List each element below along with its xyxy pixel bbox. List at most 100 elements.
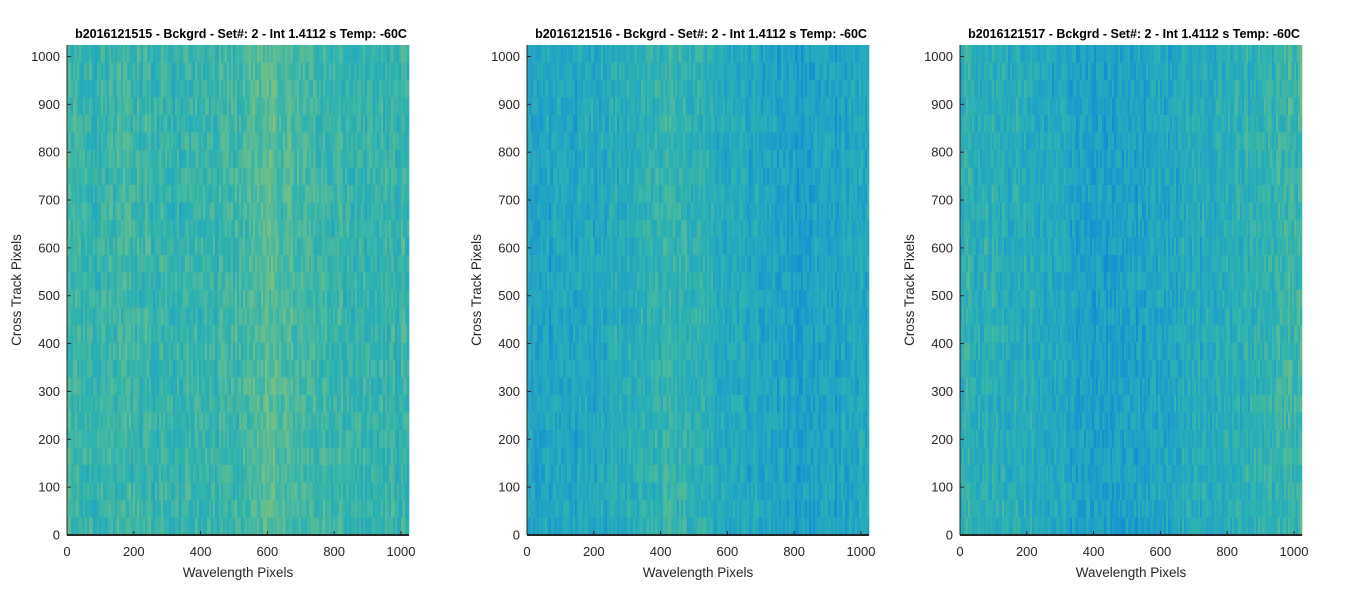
heatmap-cell xyxy=(275,80,278,98)
heatmap-cell xyxy=(219,167,222,186)
heatmap-cell xyxy=(349,430,352,448)
heatmap-cell xyxy=(535,272,538,291)
heatmap-cell xyxy=(331,500,334,518)
heatmap-cell xyxy=(339,307,342,326)
heatmap-cell xyxy=(339,342,342,361)
heatmap-cell xyxy=(219,202,222,221)
heatmap-cell xyxy=(325,62,328,81)
heatmap-cell xyxy=(265,202,268,221)
heatmap-cell xyxy=(207,430,210,448)
heatmap-cell xyxy=(383,482,386,501)
heatmap-cell xyxy=(143,517,146,536)
heatmap-cell xyxy=(69,360,72,378)
heatmap-cell xyxy=(239,132,242,151)
heatmap-cell xyxy=(347,342,350,361)
heatmap-cell xyxy=(91,62,94,81)
heatmap-cell xyxy=(89,97,92,116)
heatmap-cell xyxy=(393,325,396,343)
heatmap-cell xyxy=(317,272,320,291)
heatmap-cell xyxy=(75,307,78,326)
heatmap-cell xyxy=(325,307,328,326)
heatmap-cell xyxy=(333,342,336,361)
heatmap-cell xyxy=(305,255,308,273)
heatmap-cell xyxy=(527,272,530,291)
heatmap-cell xyxy=(303,307,306,326)
heatmap-cell xyxy=(367,80,370,98)
heatmap-cell xyxy=(533,482,536,501)
heatmap-cell xyxy=(155,412,158,431)
heatmap-cell xyxy=(177,290,180,308)
heatmap-cell xyxy=(399,150,402,168)
heatmap-cell xyxy=(285,150,288,168)
heatmap-cell xyxy=(351,62,354,81)
heatmap-cell xyxy=(175,132,178,151)
heatmap-cell xyxy=(101,342,104,361)
heatmap-cell xyxy=(361,97,364,116)
heatmap-cell xyxy=(105,272,108,291)
heatmap-cell xyxy=(255,62,258,81)
heatmap-cell xyxy=(197,237,200,256)
heatmap-cell xyxy=(125,360,128,378)
heatmap-cell xyxy=(333,290,336,308)
heatmap-cell xyxy=(131,307,134,326)
heatmap-cell xyxy=(223,360,226,378)
heatmap-cell xyxy=(289,115,292,133)
heatmap-cell xyxy=(91,202,94,221)
heatmap-cell xyxy=(367,430,370,448)
heatmap-cell xyxy=(533,430,536,448)
heatmap-cell xyxy=(391,255,394,273)
heatmap-cell xyxy=(537,132,540,151)
heatmap-cell xyxy=(203,430,206,448)
heatmap-cell xyxy=(273,465,276,483)
heatmap-cell xyxy=(299,255,302,273)
heatmap-cell xyxy=(81,237,84,256)
heatmap-cell xyxy=(339,45,342,63)
heatmap-cell xyxy=(313,150,316,168)
heatmap-cell xyxy=(321,150,324,168)
heatmap-cell xyxy=(385,377,388,396)
heatmap-cell xyxy=(335,45,338,63)
heatmap-cell xyxy=(107,290,110,308)
heatmap-cell xyxy=(151,202,154,221)
heatmap-cell xyxy=(527,132,530,151)
heatmap-cell xyxy=(383,220,386,238)
heatmap-cell xyxy=(353,202,356,221)
heatmap-cell xyxy=(343,377,346,396)
heatmap-cell xyxy=(157,132,160,151)
heatmap-cell xyxy=(125,307,128,326)
heatmap-cell xyxy=(117,167,120,186)
heatmap-cell xyxy=(393,342,396,361)
heatmap-cell xyxy=(79,360,82,378)
heatmap-cell xyxy=(163,465,166,483)
heatmap-cell xyxy=(381,237,384,256)
heatmap-cell xyxy=(307,290,310,308)
heatmap-cell xyxy=(119,185,122,203)
heatmap-cell xyxy=(171,395,174,413)
heatmap-cell xyxy=(219,80,222,98)
heatmap-cell xyxy=(123,290,126,308)
heatmap-cell xyxy=(263,97,266,116)
heatmap-cell xyxy=(395,202,398,221)
heatmap-cell xyxy=(345,220,348,238)
heatmap-cell xyxy=(105,342,108,361)
heatmap-cell xyxy=(365,115,368,133)
heatmap-cell xyxy=(139,290,142,308)
heatmap-cell xyxy=(321,80,324,98)
heatmap-cell xyxy=(245,412,248,431)
heatmap-cell xyxy=(203,255,206,273)
heatmap-cell xyxy=(211,167,214,186)
heatmap-cell xyxy=(297,220,300,238)
heatmap-cell xyxy=(311,325,314,343)
heatmap-cell xyxy=(241,430,244,448)
heatmap-cell xyxy=(73,202,76,221)
heatmap-cell xyxy=(85,150,88,168)
heatmap-cell xyxy=(223,412,226,431)
heatmap-cell xyxy=(393,45,396,63)
heatmap-cell xyxy=(337,290,340,308)
heatmap-cell xyxy=(407,447,410,466)
heatmap-cell xyxy=(341,412,344,431)
heatmap-cell xyxy=(393,62,396,81)
heatmap-cell xyxy=(275,465,278,483)
heatmap-cell xyxy=(373,62,376,81)
heatmap-cell xyxy=(97,220,100,238)
